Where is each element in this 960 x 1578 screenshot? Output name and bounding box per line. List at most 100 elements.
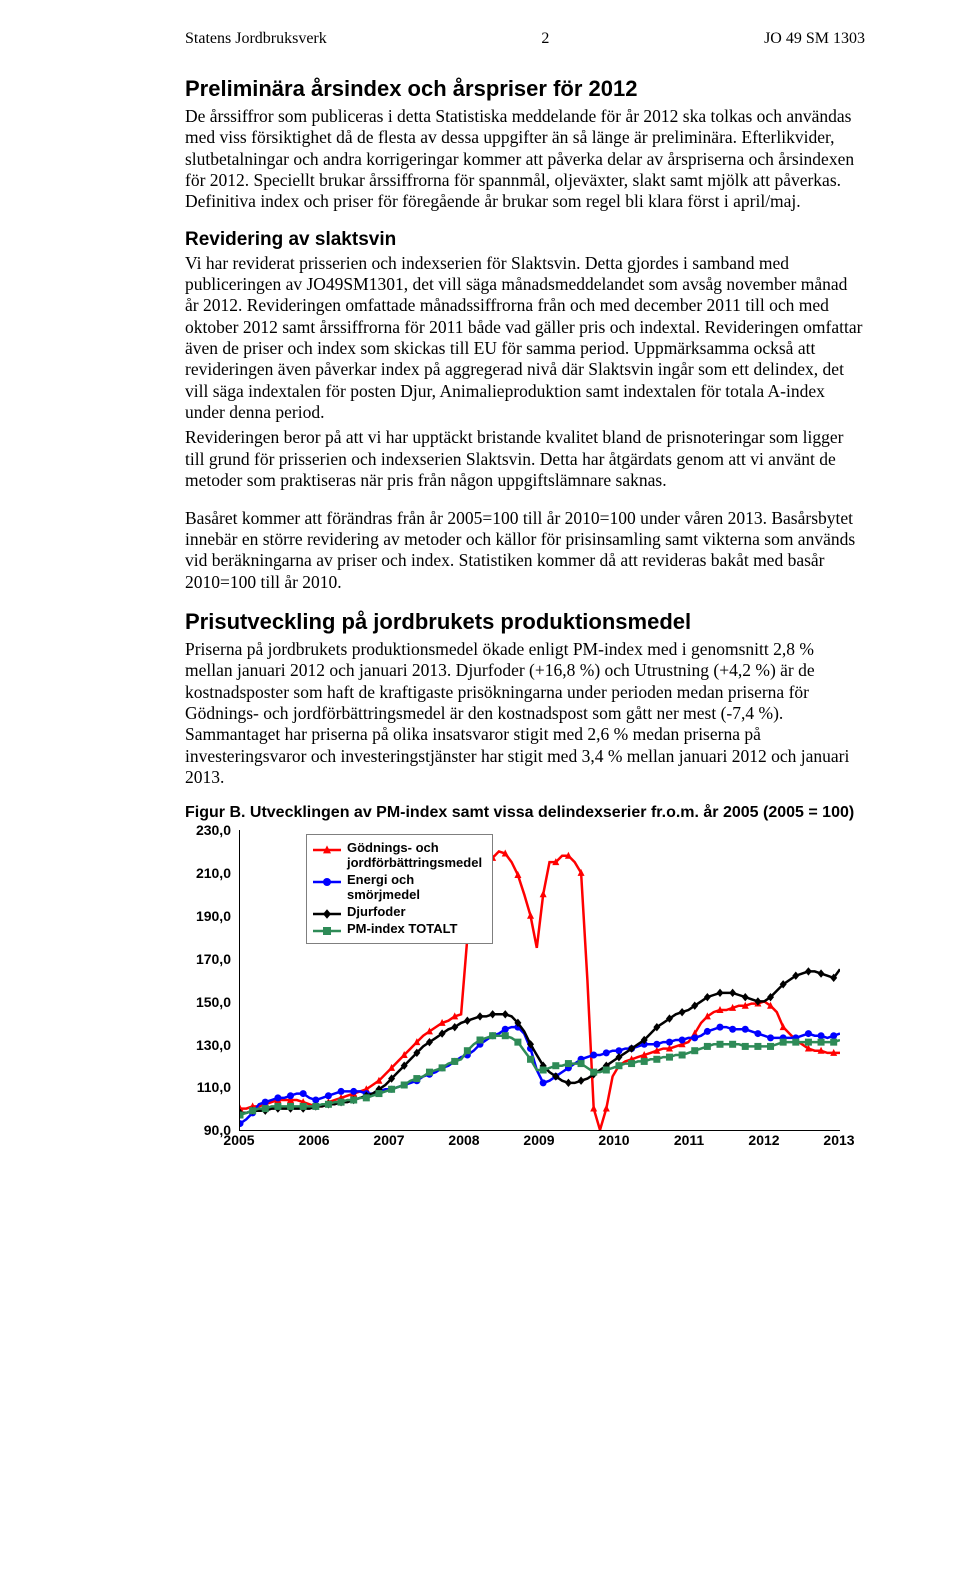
series-marker [590,1069,597,1076]
series-marker [805,1039,812,1046]
series-marker [439,1065,446,1072]
y-axis-label: 150,0 [196,994,231,1010]
series-marker [552,1062,559,1069]
series-marker [742,1043,749,1050]
series-marker [767,1035,774,1042]
series-line [240,970,840,1114]
series-marker [603,1067,610,1074]
series-marker [805,1030,812,1037]
series-marker [489,1032,496,1039]
series-marker [274,1103,281,1110]
header-right: JO 49 SM 1303 [764,30,865,48]
series-marker [451,1058,458,1065]
series-marker [338,1099,345,1106]
series-marker [540,1080,547,1087]
series-marker [375,1090,382,1097]
legend-label: PM-index TOTALT [347,922,458,937]
section1-para: De årssiffror som publiceras i detta Sta… [185,106,865,213]
x-axis-label: 2007 [373,1132,404,1148]
series-marker [818,970,825,978]
series-marker [742,993,749,1001]
x-axis-label: 2006 [298,1132,329,1148]
series-marker [262,1105,269,1112]
series-marker [578,1060,585,1067]
series-marker [565,1060,572,1067]
series-marker [679,1008,686,1016]
series-marker [754,1043,761,1050]
series-marker [717,1041,724,1048]
series-marker [287,1103,294,1110]
legend-label: Gödnings- och jordförbättringsmedel [347,841,482,871]
section3-para: Priserna på jordbrukets produktionsmedel… [185,639,865,788]
x-axis-label: 2009 [523,1132,554,1148]
y-axis-label: 230,0 [196,822,231,838]
series-marker [502,1010,509,1018]
series-marker [666,1054,673,1061]
series-marker [729,989,736,997]
section2-para2: Revideringen beror på att vi har upptäck… [185,427,865,491]
series-marker [717,989,724,997]
series-marker [578,1077,585,1085]
series-marker [274,1095,281,1102]
series-marker [603,1050,610,1057]
x-axis-label: 2011 [674,1132,704,1148]
legend-label: Djurfoder [347,905,406,920]
series-marker [742,1026,749,1033]
series-marker [590,1105,597,1112]
series-marker [502,1026,509,1033]
y-axis-label: 170,0 [196,951,231,967]
series-marker [653,1056,660,1063]
section-title-prelim: Preliminära årsindex och årspriser för 2… [185,76,865,102]
series-marker [830,1032,837,1039]
series-marker [401,1082,408,1089]
series-marker [679,1037,686,1044]
series-marker [615,1062,622,1069]
header-page-number: 2 [541,30,549,48]
x-axis-label: 2005 [223,1132,254,1148]
legend-row: Gödnings- och jordförbättringsmedel [313,841,482,871]
series-marker [249,1107,256,1114]
series-marker [464,1047,471,1054]
y-axis-label: 130,0 [196,1037,231,1053]
series-marker [477,1013,484,1021]
series-marker [780,1039,787,1046]
x-axis-label: 2012 [748,1132,779,1148]
series-marker [527,912,534,919]
series-marker [691,1047,698,1054]
y-axis-label: 190,0 [196,908,231,924]
series-marker [691,1035,698,1042]
series-marker [729,1041,736,1048]
series-marker [388,1086,395,1093]
series-marker [363,1095,370,1102]
series-marker [717,1024,724,1031]
series-marker [565,1079,572,1087]
series-marker [540,891,547,898]
series-marker [704,1028,711,1035]
y-axis-label: 210,0 [196,865,231,881]
series-marker [514,1039,521,1046]
legend-label: Energi och smörjmedel [347,873,420,903]
series-marker [477,1037,484,1044]
series-marker [413,1075,420,1082]
section2-para3: Basåret kommer att förändras från år 200… [185,508,865,593]
series-marker [679,1052,686,1059]
x-axis-label: 2010 [598,1132,629,1148]
series-marker [262,1099,269,1106]
series-marker [704,1043,711,1050]
series-marker [603,1105,610,1112]
series-marker [818,1039,825,1046]
section-title-prisutveckling: Prisutveckling på jordbrukets produktion… [185,609,865,635]
series-marker [300,1090,307,1097]
series-marker [350,1088,357,1095]
series-marker [653,1041,660,1048]
figure-title: Figur B. Utvecklingen av PM-index samt v… [185,804,865,822]
series-marker [805,968,812,976]
series-marker [489,1010,496,1018]
x-axis-label: 2013 [823,1132,854,1148]
series-marker [792,1039,799,1046]
series-marker [300,1103,307,1110]
legend-row: Energi och smörjmedel [313,873,482,903]
series-marker [240,1112,244,1119]
pm-index-chart: 90,0110,0130,0150,0170,0190,0210,0230,0 … [185,830,865,1150]
series-marker [666,1039,673,1046]
